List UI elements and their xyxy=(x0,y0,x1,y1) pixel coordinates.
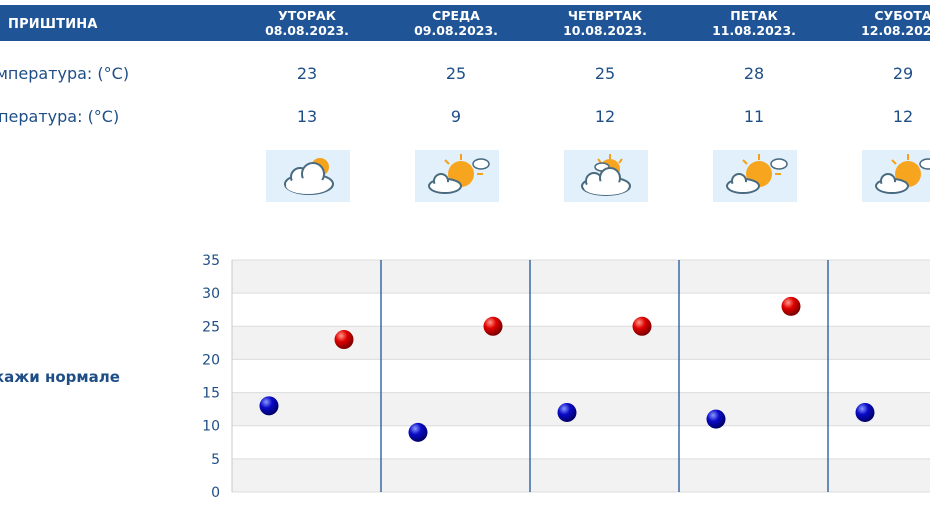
chart-band xyxy=(232,392,930,426)
day-date: 08.08.2023. xyxy=(265,23,349,38)
max-temp-value: 25 xyxy=(445,64,467,83)
day-date: 10.08.2023. xyxy=(563,23,647,38)
min-temp-value: 13 xyxy=(296,107,318,126)
y-tick-label: 20 xyxy=(202,352,220,368)
day-name: ПЕТАК xyxy=(730,8,778,23)
y-tick-label: 5 xyxy=(211,452,220,468)
min-temp-point xyxy=(408,422,428,442)
day-name: ЧЕТВРТАК xyxy=(567,8,643,23)
y-tick-label: 35 xyxy=(202,253,220,269)
min-temp-value: 9 xyxy=(450,107,462,126)
min-temp-point xyxy=(855,402,875,422)
partly-cloudy-icon xyxy=(266,150,350,202)
chart-band xyxy=(232,260,930,294)
min-temp-point xyxy=(259,396,279,416)
max-temp-point xyxy=(632,316,652,336)
min-temp-value: 11 xyxy=(743,107,765,126)
sunny-cloud-icon xyxy=(713,150,797,202)
day-name: УТОРАК xyxy=(278,8,336,23)
min-temp-value: 12 xyxy=(594,107,616,126)
max-temp-value: 23 xyxy=(296,64,318,83)
forecast-header-bar xyxy=(0,5,930,41)
max-temp-label: емпература: (°C) xyxy=(0,64,130,83)
chart-band xyxy=(232,458,930,492)
y-tick-label: 15 xyxy=(202,386,220,402)
max-temp-point xyxy=(483,316,503,336)
y-tick-label: 30 xyxy=(202,286,220,302)
sunny-cloud-icon xyxy=(862,150,930,202)
day-name: СРЕДА xyxy=(432,8,480,23)
min-temp-value: 12 xyxy=(892,107,914,126)
city-name: ПРИШТИНА xyxy=(8,17,98,32)
max-temp-value: 28 xyxy=(743,64,765,83)
min-temp-point xyxy=(557,402,577,422)
y-tick-label: 25 xyxy=(202,319,220,335)
max-temp-point xyxy=(781,296,801,316)
max-temp-value: 25 xyxy=(594,64,616,83)
day-date: 09.08.2023. xyxy=(414,23,498,38)
min-temp-point xyxy=(706,409,726,429)
min-temp-label: мпература: (°C) xyxy=(0,107,120,126)
day-date: 11.08.2023. xyxy=(712,23,796,38)
day-header-1: УТОРАК 08.08.2023. xyxy=(232,8,382,38)
max-temp-value: 29 xyxy=(892,64,914,83)
max-temp-point xyxy=(334,330,354,350)
day-header-4: ПЕТАК 11.08.2023. xyxy=(679,8,829,38)
show-normals-link[interactable]: кажи нормале xyxy=(0,368,120,386)
day-header-5: СУБОТА 12.08.2023. xyxy=(828,8,930,38)
day-date: 12.08.2023. xyxy=(861,23,930,38)
day-name: СУБОТА xyxy=(874,8,930,23)
y-tick-label: 10 xyxy=(202,419,220,435)
partly-cloudy-icon xyxy=(564,150,648,202)
day-header-2: СРЕДА 09.08.2023. xyxy=(381,8,531,38)
sunny-cloud-icon xyxy=(415,150,499,202)
y-tick-label: 0 xyxy=(211,485,220,501)
day-header-3: ЧЕТВРТАК 10.08.2023. xyxy=(530,8,680,38)
